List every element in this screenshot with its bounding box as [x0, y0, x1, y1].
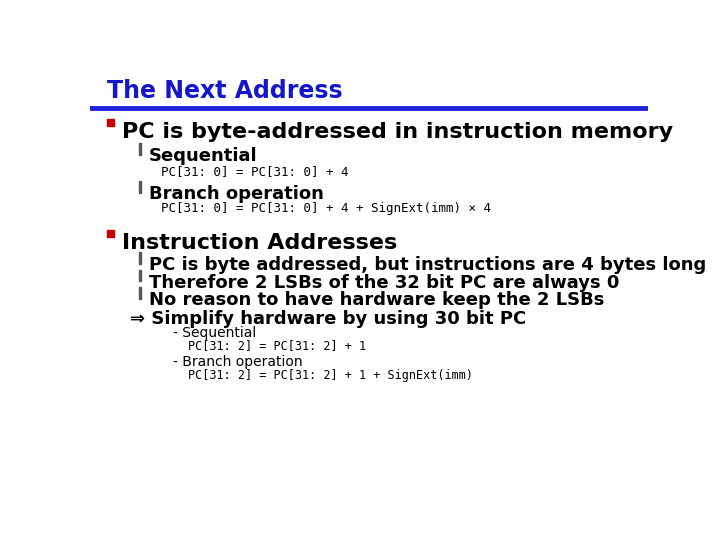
Bar	[139, 252, 141, 264]
Text: Branch operation: Branch operation	[148, 185, 323, 204]
Text: PC[31: 2] = PC[31: 2] + 1 + SignExt(imm): PC[31: 2] = PC[31: 2] + 1 + SignExt(imm)	[188, 369, 472, 382]
Text: PC is byte addressed, but instructions are 4 bytes long: PC is byte addressed, but instructions a…	[148, 256, 706, 274]
Text: No reason to have hardware keep the 2 LSBs: No reason to have hardware keep the 2 LS…	[148, 292, 604, 309]
Bar	[139, 181, 141, 193]
Bar	[107, 230, 114, 237]
Text: Instruction Addresses: Instruction Addresses	[122, 233, 397, 253]
Text: - Branch operation: - Branch operation	[173, 355, 302, 369]
Text: ⇒ Simplify hardware by using 30 bit PC: ⇒ Simplify hardware by using 30 bit PC	[130, 310, 526, 328]
Text: The Next Address: The Next Address	[107, 79, 343, 103]
Text: - Sequential: - Sequential	[173, 326, 256, 340]
Text: Sequential: Sequential	[148, 147, 257, 165]
Text: PC is byte-addressed in instruction memory: PC is byte-addressed in instruction memo…	[122, 122, 673, 142]
Bar	[107, 119, 114, 126]
Text: PC[31: 0] = PC[31: 0] + 4 + SignExt(imm) × 4: PC[31: 0] = PC[31: 0] + 4 + SignExt(imm)…	[161, 202, 492, 215]
Bar	[139, 143, 141, 154]
Text: PC[31: 0] = PC[31: 0] + 4: PC[31: 0] = PC[31: 0] + 4	[161, 165, 349, 178]
Text: PC[31: 2] = PC[31: 2] + 1: PC[31: 2] = PC[31: 2] + 1	[188, 339, 366, 352]
Bar	[139, 287, 141, 299]
Text: Therefore 2 LSBs of the 32 bit PC are always 0: Therefore 2 LSBs of the 32 bit PC are al…	[148, 274, 619, 292]
Bar	[139, 270, 141, 281]
